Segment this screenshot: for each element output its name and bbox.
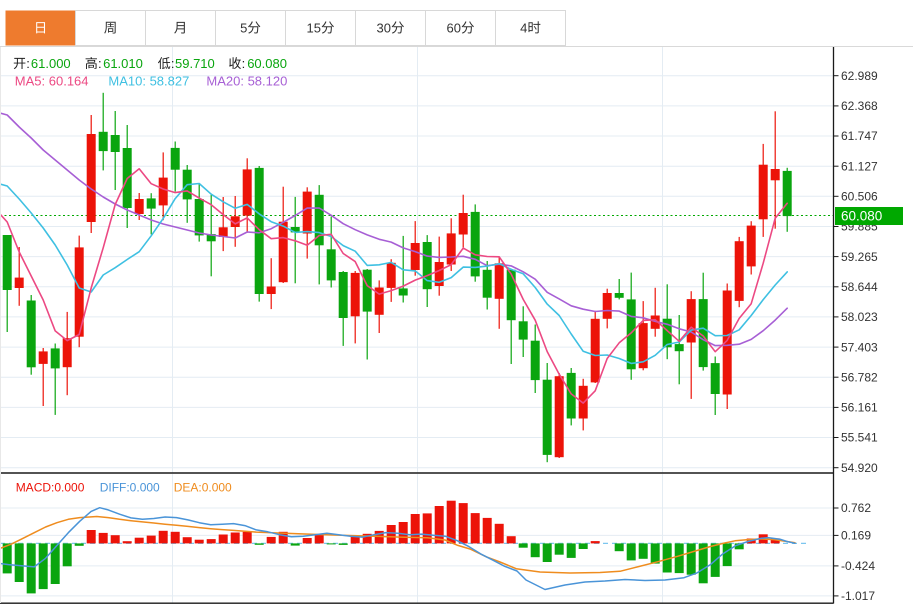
svg-text:-0.424: -0.424 xyxy=(841,559,875,573)
svg-text:59.710: 59.710 xyxy=(175,56,215,71)
svg-text:4: 4 xyxy=(520,21,527,36)
svg-text:60.506: 60.506 xyxy=(841,190,878,204)
svg-text:58.644: 58.644 xyxy=(841,280,878,294)
svg-text:MACD:0.000: MACD:0.000 xyxy=(16,481,85,495)
svg-text:15: 15 xyxy=(307,21,321,36)
svg-text::: : xyxy=(98,56,102,71)
svg-text:56.161: 56.161 xyxy=(841,401,878,415)
svg-text:62.368: 62.368 xyxy=(841,99,878,113)
svg-text:0.169: 0.169 xyxy=(841,529,871,543)
svg-text:54.920: 54.920 xyxy=(841,461,878,475)
svg-text::: : xyxy=(171,56,175,71)
svg-text:58.023: 58.023 xyxy=(841,310,878,324)
svg-text:55.541: 55.541 xyxy=(841,431,878,445)
svg-text:30: 30 xyxy=(377,21,391,36)
svg-text:MA10: 58.827: MA10: 58.827 xyxy=(108,74,189,89)
svg-text:-1.017: -1.017 xyxy=(841,589,875,603)
svg-text:DEA:0.000: DEA:0.000 xyxy=(174,481,232,495)
svg-text:61.127: 61.127 xyxy=(841,159,878,173)
svg-text:61.000: 61.000 xyxy=(31,56,71,71)
svg-text::: : xyxy=(26,56,30,71)
svg-text:61.010: 61.010 xyxy=(103,56,143,71)
svg-text:60.080: 60.080 xyxy=(841,209,882,224)
svg-text:60: 60 xyxy=(447,21,461,36)
svg-text:5: 5 xyxy=(240,21,247,36)
svg-text:0.762: 0.762 xyxy=(841,501,871,515)
svg-text:61.747: 61.747 xyxy=(841,129,878,143)
svg-text:62.989: 62.989 xyxy=(841,69,878,83)
svg-text:MA20: 58.120: MA20: 58.120 xyxy=(206,74,287,89)
svg-text::: : xyxy=(242,56,246,71)
svg-text:MA5: 60.164: MA5: 60.164 xyxy=(15,74,89,89)
svg-text:DIFF:0.000: DIFF:0.000 xyxy=(100,481,160,495)
svg-text:57.403: 57.403 xyxy=(841,340,878,354)
svg-text:60.080: 60.080 xyxy=(247,56,287,71)
svg-text:59.265: 59.265 xyxy=(841,250,878,264)
svg-text:56.782: 56.782 xyxy=(841,370,878,384)
